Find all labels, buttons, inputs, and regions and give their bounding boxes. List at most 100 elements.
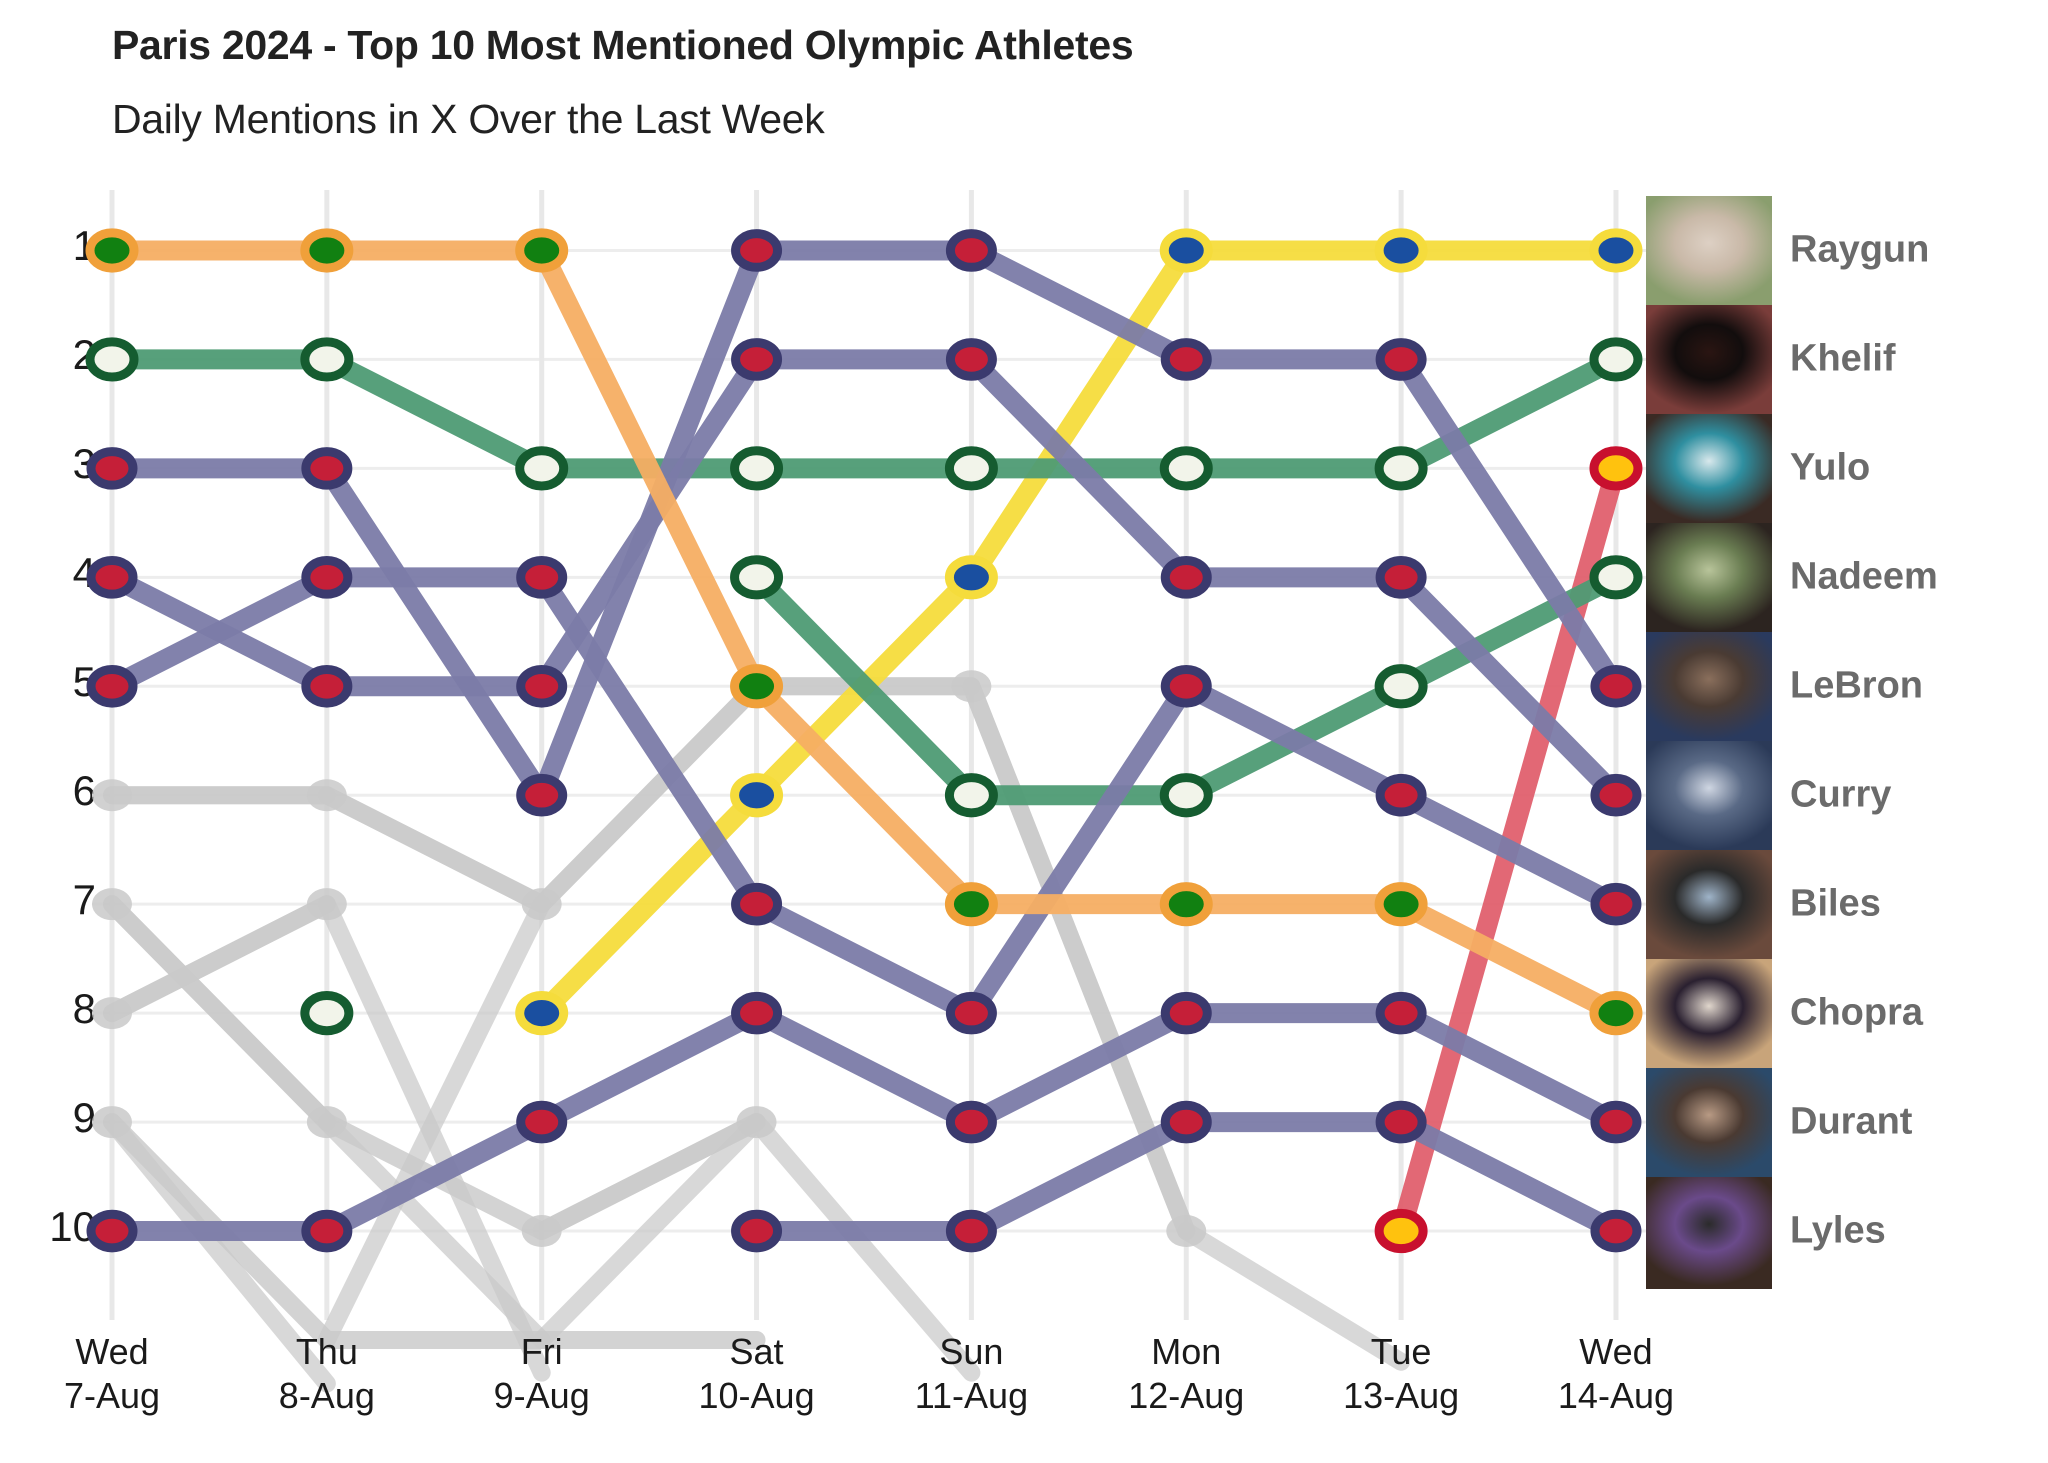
- data-point-marker: [1590, 773, 1642, 817]
- data-point-marker: [731, 882, 783, 926]
- data-point-marker: [85, 337, 139, 382]
- athlete-photo: [1646, 740, 1772, 853]
- data-point-marker: [945, 1209, 997, 1253]
- data-point-marker: [1160, 556, 1212, 599]
- data-point-marker: [301, 556, 353, 599]
- data-point-marker: [300, 991, 354, 1036]
- data-point-marker: [1590, 664, 1642, 708]
- athlete-photo-image: [1646, 413, 1772, 526]
- data-point-marker: [86, 556, 138, 599]
- x-tick-date: 10-Aug: [698, 1374, 815, 1416]
- x-tick-label: Tue 13-Aug: [1301, 1330, 1501, 1418]
- page-subtitle: Daily Mentions in X Over the Last Week: [112, 96, 825, 142]
- data-point-marker: [1589, 446, 1643, 491]
- athlete-photo-image: [1646, 522, 1772, 635]
- data-point-marker: [301, 447, 353, 490]
- y-tick-label: 1: [72, 222, 96, 270]
- y-tick-label: 4: [72, 549, 96, 597]
- series-line: [102, 567, 1626, 1024]
- data-point-marker: [730, 446, 784, 491]
- data-point-marker: [1589, 228, 1643, 273]
- x-tick-day: Wed: [75, 1331, 149, 1372]
- data-point-marker: [1166, 1215, 1207, 1248]
- faded-series-line: [747, 1113, 981, 1382]
- data-point-marker: [1589, 555, 1643, 600]
- athlete-name-curry: Curry: [1790, 773, 1892, 816]
- data-point-marker: [1159, 228, 1213, 273]
- data-point-marker: [1374, 882, 1428, 927]
- data-point-marker: [1159, 446, 1213, 491]
- x-tick-label: Wed 7-Aug: [12, 1330, 212, 1418]
- x-tick-date: 12-Aug: [1128, 1374, 1245, 1416]
- data-point-marker: [1159, 882, 1213, 927]
- x-tick-date: 11-Aug: [914, 1374, 1029, 1416]
- y-tick-label: 10: [49, 1203, 96, 1251]
- athlete-photo-image: [1646, 1176, 1772, 1289]
- data-point-marker: [731, 1209, 783, 1253]
- data-point-marker: [306, 888, 347, 921]
- data-point-marker: [944, 555, 998, 600]
- data-point-marker: [516, 664, 568, 708]
- x-axis: Wed 7-Aug Thu 8-Aug Fri 9-Aug Sat 10-Aug Sun 11-A…: [64, 1330, 1674, 1440]
- athlete-name-chopra: Chopra: [1790, 991, 1923, 1034]
- data-point-marker: [1590, 1100, 1642, 1144]
- athlete-photo: [1646, 522, 1772, 635]
- data-point-marker: [92, 1106, 132, 1139]
- x-tick-label: Wed 14-Aug: [1516, 1330, 1716, 1418]
- x-tick-day: Tue: [1370, 1331, 1432, 1372]
- data-point-marker: [92, 888, 132, 921]
- x-tick-date: 9-Aug: [493, 1374, 590, 1416]
- x-tick-label: Sat 10-Aug: [657, 1330, 857, 1418]
- data-point-marker: [1590, 1209, 1642, 1253]
- athlete-photo-image: [1646, 740, 1772, 853]
- data-point-marker: [1374, 664, 1428, 709]
- data-point-marker: [301, 664, 353, 708]
- series-line: [102, 240, 1626, 806]
- data-point-marker: [944, 773, 998, 818]
- y-tick-label: 6: [72, 767, 96, 815]
- x-tick-date: 14-Aug: [1557, 1374, 1674, 1416]
- data-point-marker: [1374, 228, 1428, 273]
- data-point-marker: [300, 228, 354, 273]
- athlete-name-lebron: LeBron: [1790, 664, 1923, 707]
- athlete-photo: [1646, 1176, 1772, 1289]
- series-line: [102, 1003, 1626, 1242]
- data-point-marker: [1160, 1100, 1212, 1144]
- data-point-marker: [730, 555, 784, 600]
- data-point-marker: [1375, 338, 1427, 381]
- y-tick-label: 7: [72, 876, 96, 924]
- athlete-name-raygun: Raygun: [1790, 228, 1930, 271]
- x-tick-day: Sat: [729, 1331, 784, 1372]
- data-point-marker: [1160, 338, 1212, 381]
- athlete-name-nadeem: Nadeem: [1790, 555, 1938, 598]
- data-point-marker: [1159, 773, 1213, 818]
- athlete-photo-image: [1646, 196, 1772, 308]
- data-point-marker: [1589, 991, 1643, 1036]
- y-axis: 1 2 3 4 5 6 7 8 9 10: [0, 196, 96, 1316]
- y-tick-label: 8: [72, 985, 96, 1033]
- data-point-marker: [945, 229, 997, 272]
- data-point-marker: [86, 447, 138, 490]
- x-tick-day: Sun: [939, 1331, 1004, 1372]
- data-point-marker: [1160, 664, 1212, 708]
- athlete-photo: [1646, 1067, 1772, 1180]
- series-line: [102, 240, 1626, 1024]
- data-point-marker: [945, 338, 997, 381]
- data-point-marker: [951, 670, 992, 703]
- data-point-marker: [731, 229, 783, 272]
- x-tick-day: Wed: [1579, 1331, 1653, 1372]
- athlete-photo: [1646, 413, 1772, 526]
- data-point-marker: [1374, 1208, 1428, 1254]
- faded-series-line: [532, 1113, 766, 1349]
- athlete-name-yulo: Yulo: [1790, 446, 1871, 489]
- data-point-marker: [521, 888, 562, 921]
- athlete-photo: [1646, 196, 1772, 308]
- data-point-marker: [944, 882, 998, 927]
- data-point-marker: [515, 446, 569, 491]
- athlete-photo: [1646, 631, 1772, 744]
- series-line: [103, 677, 1196, 1241]
- data-point-marker: [301, 1209, 353, 1253]
- x-tick-date: 7-Aug: [63, 1374, 161, 1416]
- data-point-marker: [1374, 446, 1428, 491]
